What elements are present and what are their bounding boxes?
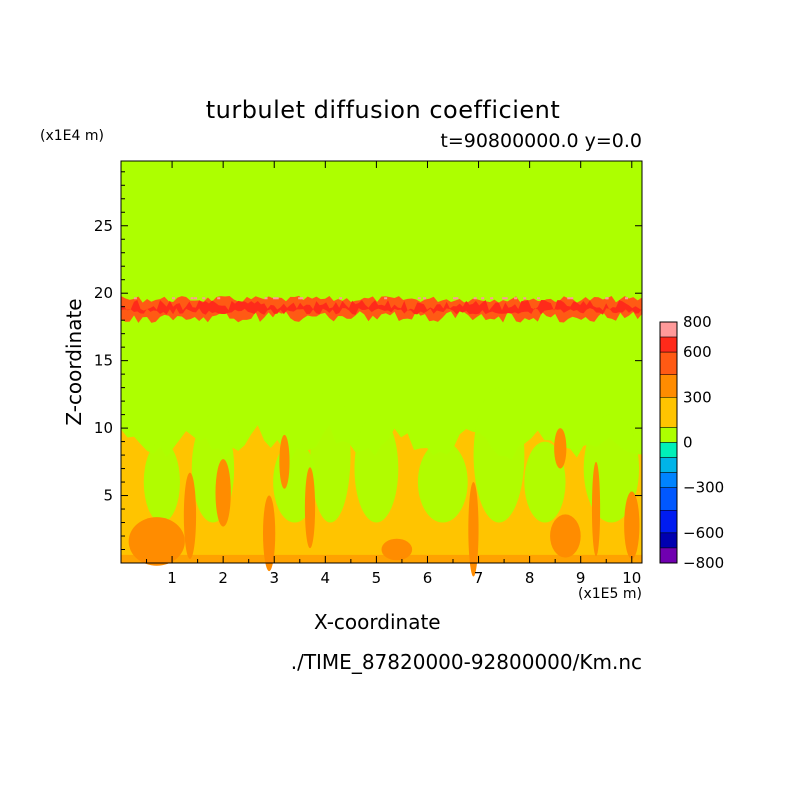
band-peak-mark bbox=[133, 297, 137, 300]
band-peak-mark bbox=[570, 297, 574, 300]
y-tick-label: 20 bbox=[94, 284, 113, 302]
band-peak-mark bbox=[624, 297, 628, 300]
eddy-mark bbox=[550, 514, 581, 558]
band-peak-mark bbox=[567, 297, 571, 300]
source-file-path: ./TIME_87820000-92800000/Km.nc bbox=[290, 650, 642, 674]
band-peak-mark bbox=[523, 297, 527, 300]
chart-title: turbulet diffusion coefficient bbox=[205, 96, 561, 124]
band-peak-mark bbox=[190, 297, 194, 300]
band-peak-mark bbox=[194, 297, 198, 300]
y-tick-label: 5 bbox=[103, 487, 113, 505]
band-peak-mark bbox=[452, 297, 456, 300]
x-tick-label: 7 bbox=[474, 569, 484, 587]
eddy-mark bbox=[591, 461, 601, 557]
chart-subtitle: t=90800000.0 y=0.0 bbox=[440, 130, 642, 152]
colorbar-tick-label: 800 bbox=[683, 313, 712, 331]
band-peak-mark bbox=[490, 297, 494, 300]
band-peak-mark bbox=[473, 297, 477, 300]
colorbar-swatch bbox=[659, 321, 678, 338]
x-tick-label: 2 bbox=[218, 569, 228, 587]
colorbar-swatch bbox=[659, 457, 678, 473]
x-tick-label: 5 bbox=[372, 569, 382, 587]
colorbar-frame bbox=[659, 321, 678, 564]
low-value-plume bbox=[354, 414, 399, 523]
band-peak-mark bbox=[502, 297, 506, 300]
x-tick-label: 10 bbox=[622, 569, 641, 587]
y-tick-label: 10 bbox=[94, 419, 113, 437]
band-peak-mark bbox=[481, 297, 485, 300]
band-peak-mark bbox=[217, 297, 221, 300]
low-value-plume bbox=[310, 387, 351, 523]
x-axis-label: X-coordinate bbox=[314, 610, 441, 634]
colorbar-swatch bbox=[659, 547, 678, 564]
low-value-plume bbox=[143, 441, 180, 523]
colorbar-tick-label: 600 bbox=[683, 343, 712, 361]
colorbar-tick-label: −300 bbox=[683, 479, 724, 497]
band-peak-mark bbox=[504, 297, 508, 300]
band-peak-mark bbox=[339, 297, 343, 300]
colorbar-swatch bbox=[659, 351, 678, 375]
band-peak-mark bbox=[273, 297, 277, 300]
x-axis-unit: (x1E5 m) bbox=[578, 586, 642, 602]
surface-layer-mark bbox=[121, 554, 642, 563]
low-value-plume bbox=[524, 441, 566, 523]
band-peak-mark bbox=[172, 297, 176, 300]
band-peak-mark bbox=[202, 297, 206, 300]
eddy-mark bbox=[183, 472, 197, 559]
turbulent-band-core bbox=[121, 299, 642, 315]
band-peak-mark bbox=[417, 297, 421, 300]
band-peak-mark bbox=[514, 297, 518, 300]
eddy-mark bbox=[262, 495, 276, 572]
x-tick-label: 9 bbox=[576, 569, 586, 587]
band-peak-mark bbox=[300, 297, 304, 300]
eddy-mark bbox=[554, 428, 567, 469]
band-peak-mark bbox=[536, 297, 540, 300]
plot-frame bbox=[120, 160, 643, 564]
eddy-mark bbox=[381, 538, 413, 561]
eddy-mark bbox=[468, 482, 479, 577]
colorbar-swatch bbox=[659, 427, 678, 443]
low-value-plume bbox=[473, 387, 525, 523]
colorbar-tick-label: −600 bbox=[683, 524, 724, 542]
eddy-mark bbox=[128, 517, 185, 566]
eddy-mark bbox=[279, 434, 290, 489]
colorbar-swatch bbox=[659, 442, 678, 458]
colorbar-tick-label: 0 bbox=[683, 434, 693, 452]
x-tick-label: 3 bbox=[269, 569, 279, 587]
eddy-mark bbox=[304, 467, 316, 549]
colorbar-swatch bbox=[659, 487, 678, 511]
x-tick-label: 4 bbox=[321, 569, 331, 587]
eddy-mark bbox=[215, 459, 231, 527]
colorbar-swatch bbox=[659, 472, 678, 488]
band-peak-mark bbox=[275, 297, 279, 300]
band-peak-mark bbox=[298, 297, 302, 300]
band-peak-mark bbox=[455, 297, 459, 300]
x-tick-label: 8 bbox=[525, 569, 535, 587]
colorbar-swatch bbox=[659, 374, 678, 398]
band-peak-mark bbox=[605, 297, 609, 300]
eddy-mark bbox=[624, 491, 640, 559]
x-tick-label: 6 bbox=[423, 569, 433, 587]
colorbar-swatch bbox=[659, 397, 678, 428]
colorbar-swatch bbox=[659, 510, 678, 534]
colorbar-tick-label: 300 bbox=[683, 388, 712, 406]
low-value-plume bbox=[417, 441, 468, 523]
y-tick-label: 15 bbox=[94, 352, 113, 370]
x-tick-label: 1 bbox=[167, 569, 177, 587]
y-tick-label: 25 bbox=[94, 217, 113, 235]
y-axis-unit: (x1E4 m) bbox=[40, 128, 104, 144]
colorbar-swatch bbox=[659, 532, 678, 549]
colorbar-swatch bbox=[659, 336, 678, 353]
band-peak-mark bbox=[264, 297, 268, 300]
band-peak-mark bbox=[423, 297, 427, 300]
colorbar-tick-label: −800 bbox=[683, 554, 724, 572]
band-peak-mark bbox=[384, 297, 388, 300]
